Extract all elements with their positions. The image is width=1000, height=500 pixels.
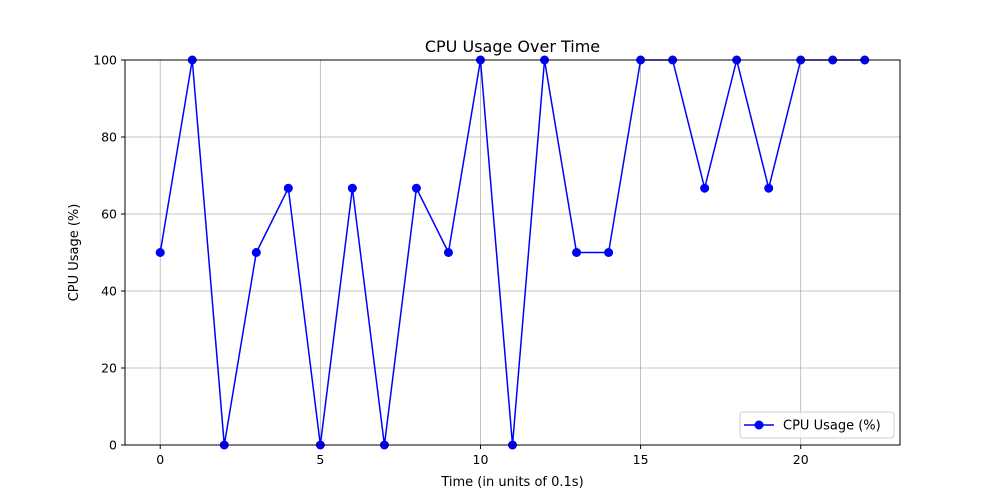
x-tick-label: 15 xyxy=(633,452,649,467)
data-point-marker xyxy=(347,183,357,193)
legend-marker-swatch xyxy=(754,420,764,430)
x-tick-label: 20 xyxy=(793,452,809,467)
legend-entry-label: CPU Usage (%) xyxy=(783,419,881,434)
data-point-marker xyxy=(764,183,774,193)
data-point-marker xyxy=(251,248,261,257)
y-tick-label: 0 xyxy=(109,438,117,453)
data-point-marker xyxy=(283,183,293,193)
data-point-marker xyxy=(411,183,421,193)
x-axis-label: Time (in units of 0.1s) xyxy=(440,475,583,490)
y-tick-label: 100 xyxy=(93,53,117,68)
y-axis-label: CPU Usage (%) xyxy=(67,204,82,302)
data-point-marker xyxy=(700,183,710,193)
data-point-marker xyxy=(572,248,582,257)
x-tick-label: 5 xyxy=(316,452,324,467)
axis-ticks: 0 5 10 15 20 0 20 40 60 80 100 xyxy=(93,53,809,468)
x-tick-label: 0 xyxy=(156,452,164,467)
data-point-marker xyxy=(155,248,165,257)
legend: CPU Usage (%) xyxy=(739,411,895,439)
y-tick-label: 20 xyxy=(101,361,117,376)
y-tick-label: 80 xyxy=(101,130,117,145)
data-point-marker xyxy=(604,248,614,257)
data-point-marker xyxy=(443,248,453,257)
y-tick-label: 40 xyxy=(101,284,117,299)
legend-box xyxy=(739,411,895,439)
chart-title: CPU Usage Over Time xyxy=(425,37,600,56)
plot-frame xyxy=(124,59,901,446)
y-tick-label: 60 xyxy=(101,207,117,222)
x-tick-label: 10 xyxy=(473,452,489,467)
